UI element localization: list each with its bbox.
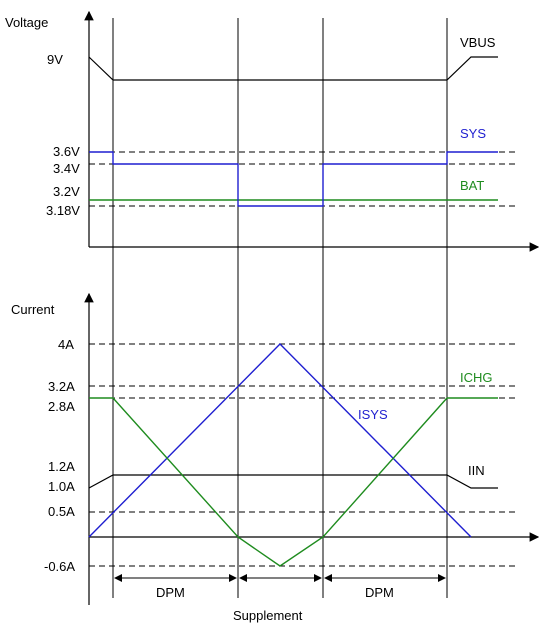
iin-label: IIN [468,463,485,478]
current-axis-label: Current [11,302,55,317]
tick-3-2v: 3.2V [53,184,80,199]
tick-4a: 4A [58,337,74,352]
voltage-panel: Voltage 9V 3.6V 3.4V 3.2V 3.18V VBUS BAT… [5,10,540,252]
ichg-label: ICHG [460,370,493,385]
voltage-axis-label: Voltage [5,15,48,30]
tick-1-2a: 1.2A [48,459,75,474]
tick-3-2a: 3.2A [48,379,75,394]
isys-trace [88,343,472,538]
current-reference-lines [89,343,516,567]
ichg-trace [89,397,498,567]
tick-2-8a: 2.8A [48,399,75,414]
dpm-interval-2-label: DPM [365,585,394,600]
bat-label: BAT [460,178,484,193]
tick-0-5a: 0.5A [48,504,75,519]
tick-9v: 9V [47,52,63,67]
voltage-reference-lines [89,151,516,207]
timing-markers [112,18,448,598]
sys-trace [89,151,498,207]
isys-label: ISYS [358,407,388,422]
iin-trace [88,474,498,489]
tick-3-6v: 3.6V [53,144,80,159]
tick-3-18v: 3.18V [46,203,80,218]
supplement-interval-label: Supplement [233,608,303,623]
current-panel: Current 4A 3.2A 2.8A 1.2A 1.0A 0.5A -0.6… [11,292,540,605]
sys-label: SYS [460,126,486,141]
tick-3-4v: 3.4V [53,161,80,176]
vbus-trace [88,56,498,81]
tick-1-0a: 1.0A [48,479,75,494]
vbus-label: VBUS [460,35,496,50]
dpm-interval-1-label: DPM [156,585,185,600]
tick-neg-0-6a: -0.6A [44,559,75,574]
